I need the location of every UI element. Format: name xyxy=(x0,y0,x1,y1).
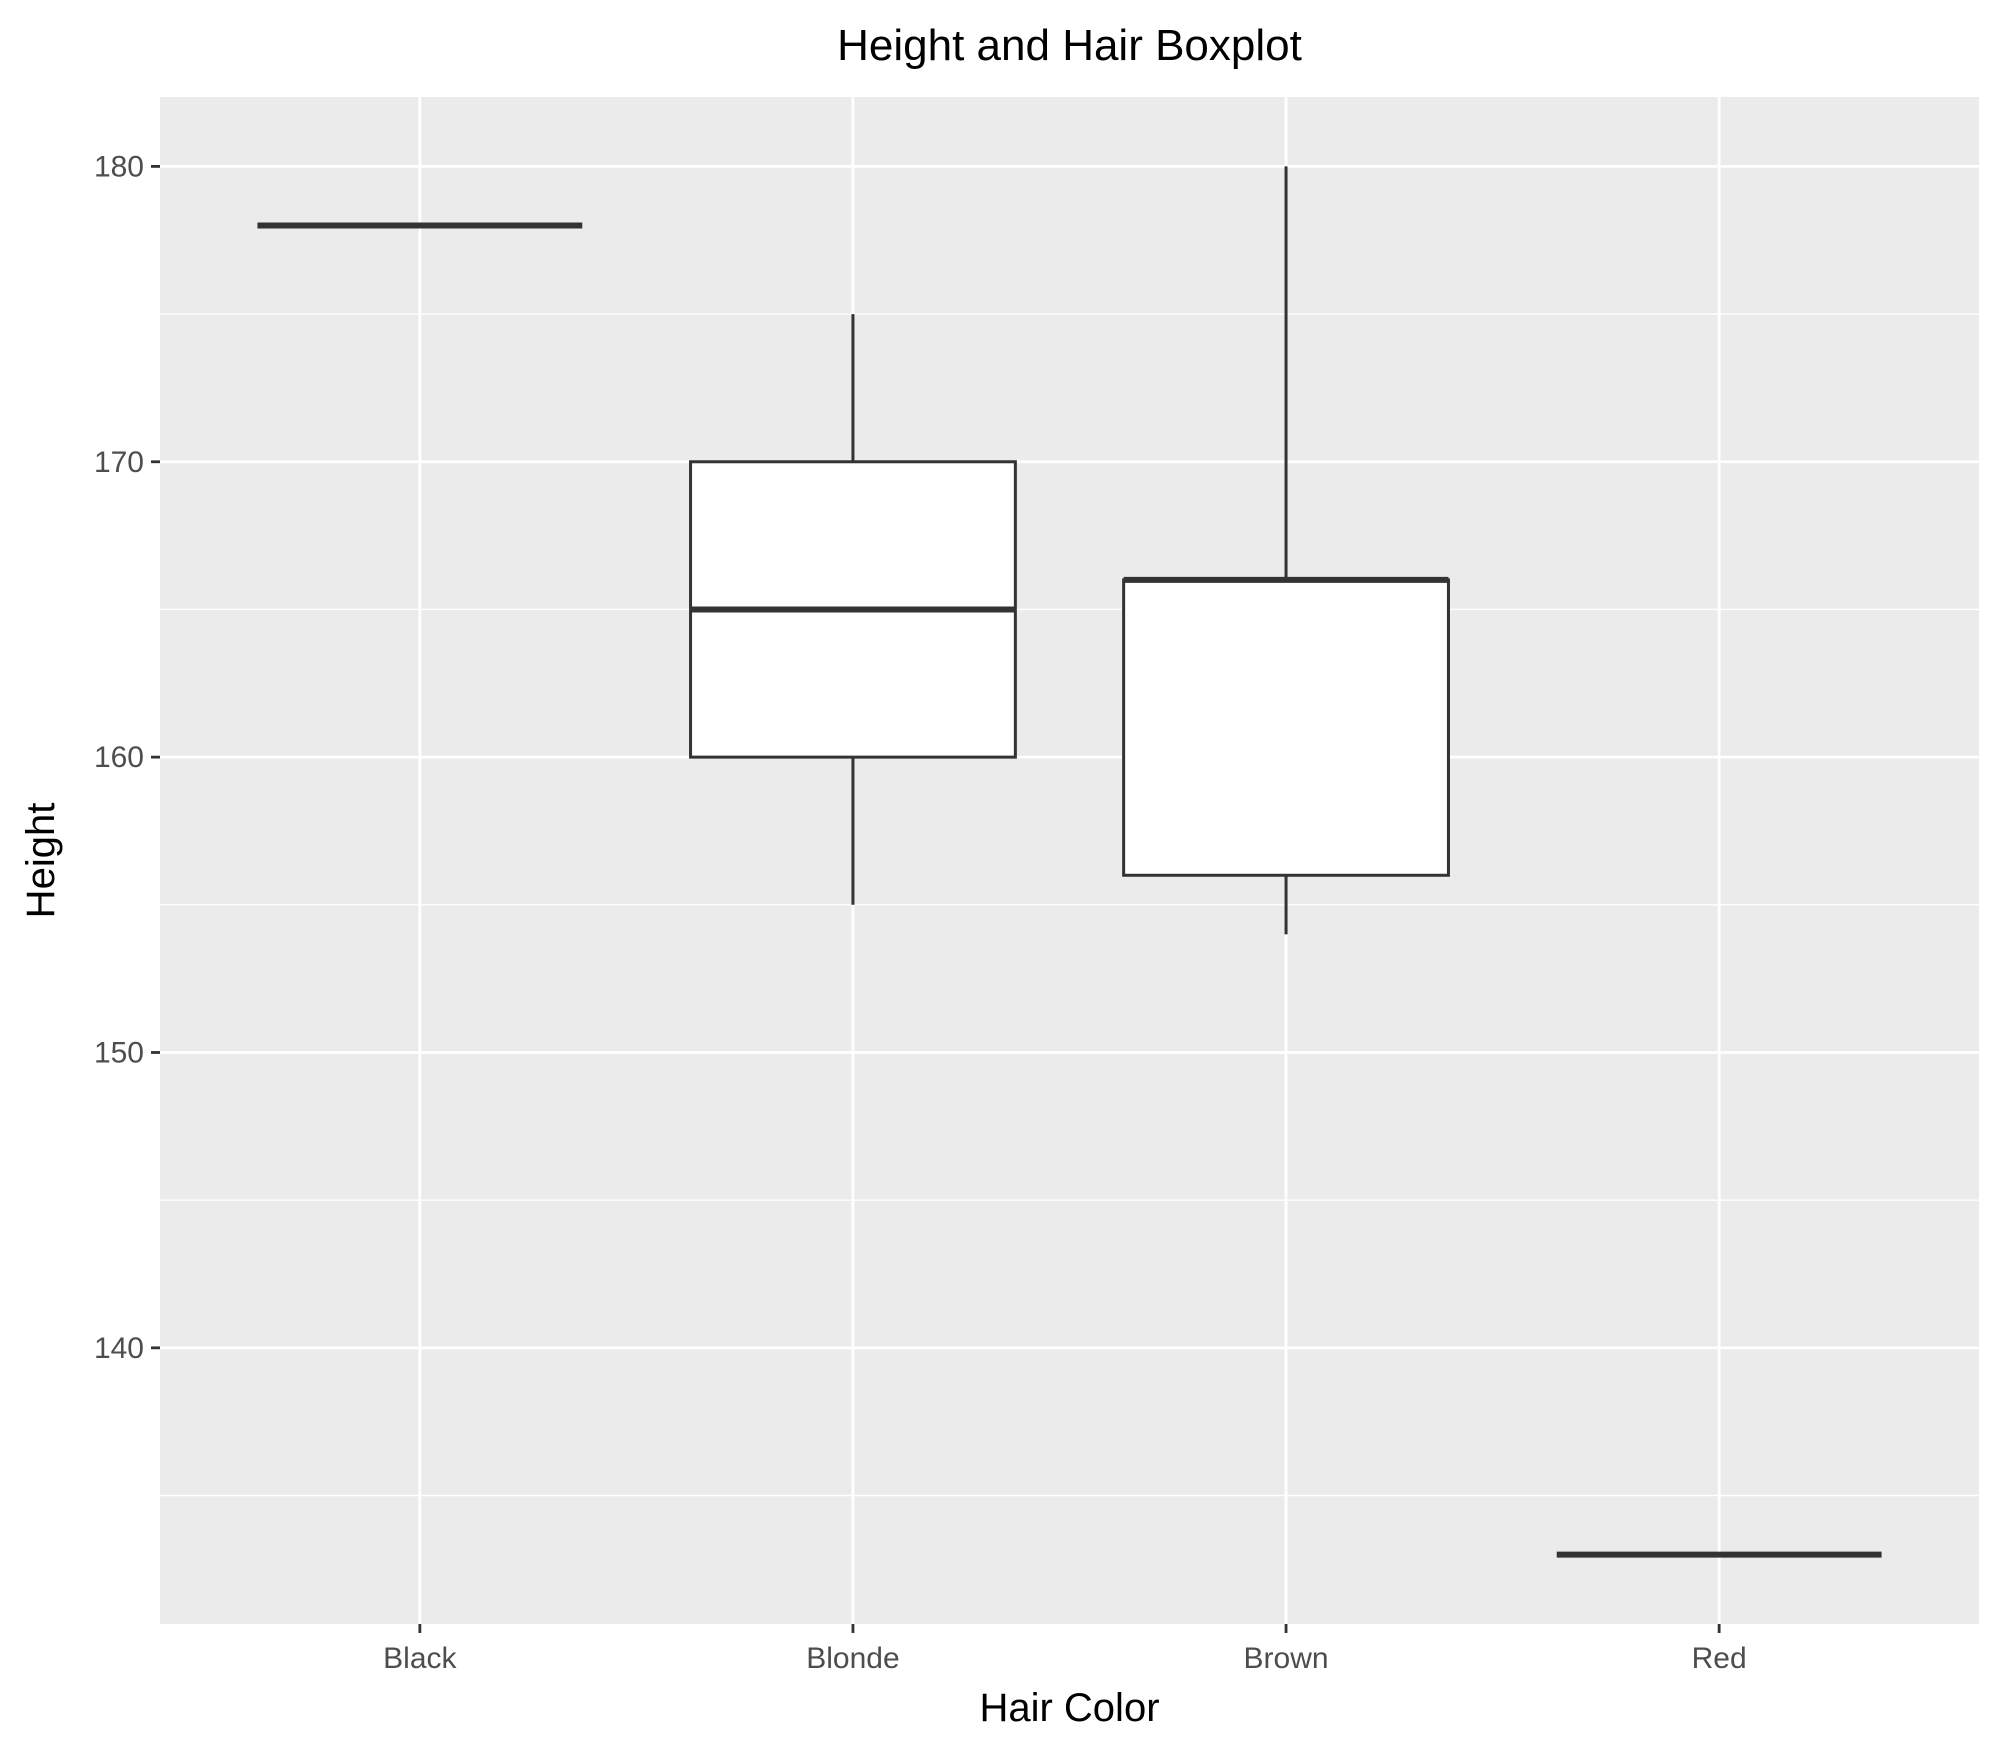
box-brown xyxy=(1122,166,1450,935)
y-tick-label: 160 xyxy=(94,741,144,774)
y-tick-label: 170 xyxy=(94,446,144,479)
x-axis-title: Hair Color xyxy=(979,1686,1159,1730)
y-axis-title: Height xyxy=(19,803,63,919)
y-tick-label: 180 xyxy=(94,150,144,183)
boxes xyxy=(257,166,1882,1558)
box-blonde xyxy=(689,314,1017,905)
box-body xyxy=(1122,578,1450,877)
x-tick-label: Blonde xyxy=(806,1642,899,1675)
y-axis: 140 150 160 170 180 xyxy=(94,150,160,1365)
y-tick-label: 140 xyxy=(94,1332,144,1365)
x-tick-label: Brown xyxy=(1244,1642,1329,1675)
x-tick-label: Red xyxy=(1692,1642,1747,1675)
x-tick-label: Black xyxy=(383,1642,457,1675)
minor-gridlines xyxy=(160,313,1979,1497)
plot-panel xyxy=(160,97,1979,1624)
x-axis: Black Blonde Brown Red xyxy=(383,1624,1747,1675)
y-tick-label: 150 xyxy=(94,1036,144,1069)
chart-title: Height and Hair Boxplot xyxy=(837,21,1302,70)
